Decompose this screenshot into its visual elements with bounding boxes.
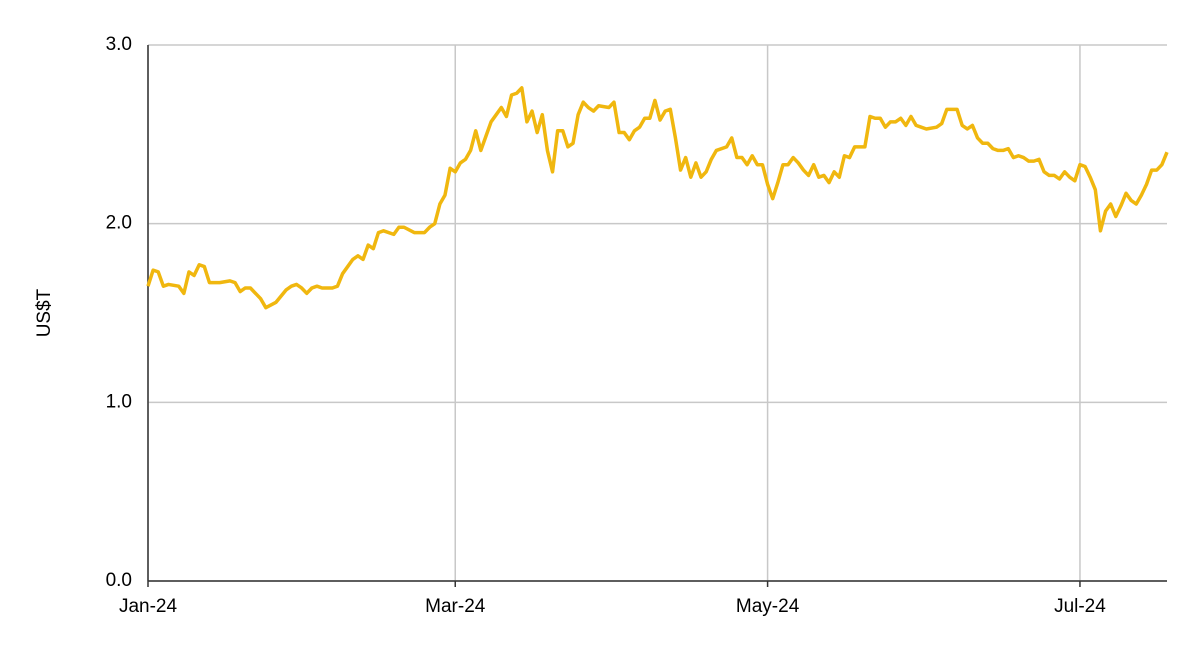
y-axis-label: US$T (34, 288, 55, 337)
y-tick-label: 0.0 (106, 570, 132, 591)
y-tick-label: 1.0 (106, 391, 132, 412)
y-tick-label: 3.0 (106, 34, 132, 55)
x-tick-label: Jan-24 (119, 596, 178, 617)
series-line (146, 86, 1169, 310)
x-tick-label: Jul-24 (1054, 596, 1106, 617)
x-tick-label: Mar-24 (425, 596, 486, 617)
x-tick-label: May-24 (736, 596, 800, 617)
y-tick-label: 2.0 (106, 213, 132, 234)
